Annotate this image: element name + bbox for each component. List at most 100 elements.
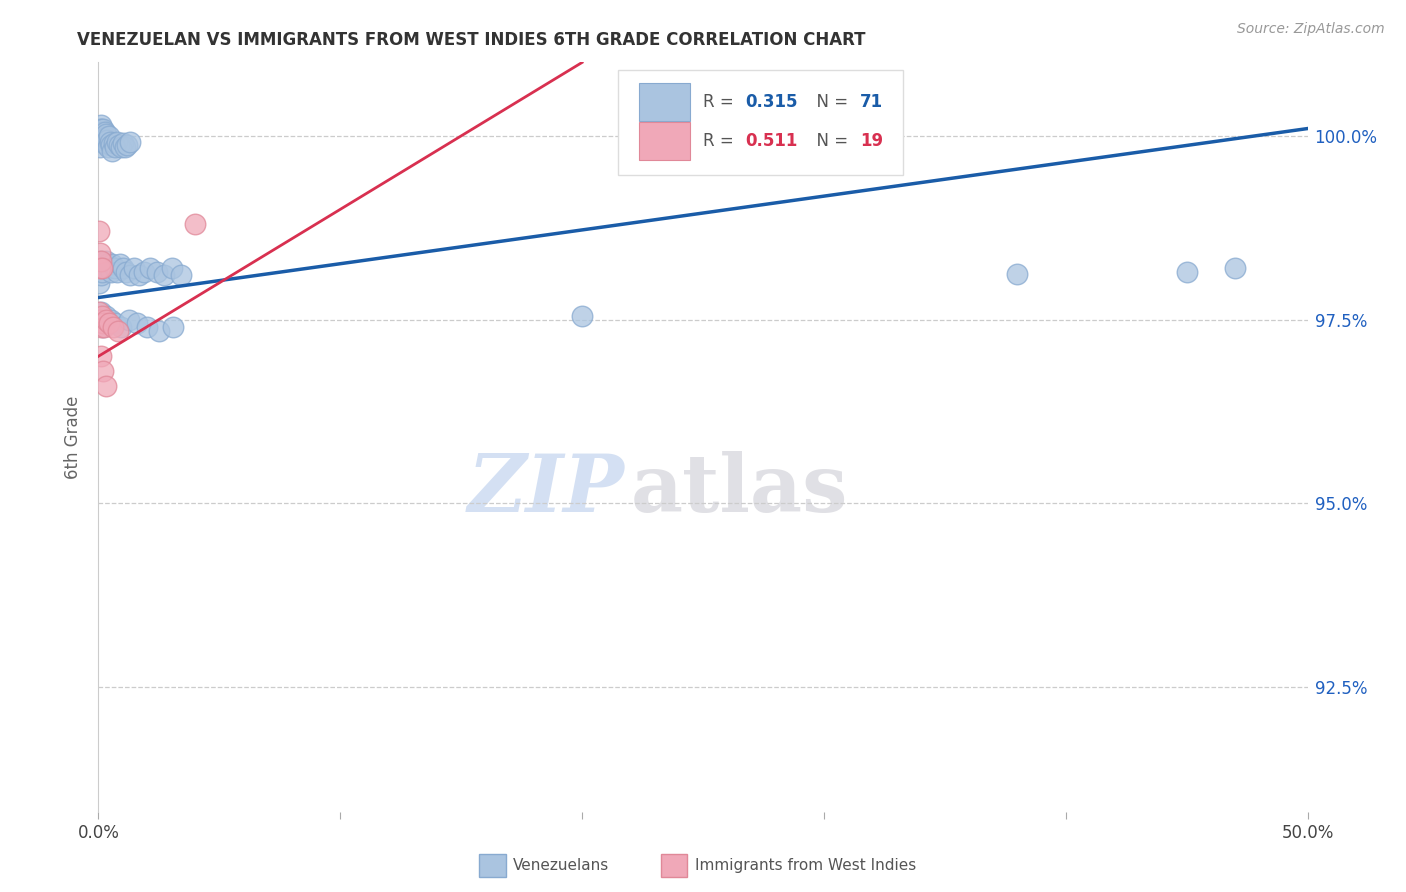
Point — [96, 132, 118, 146]
Text: Venezuelans: Venezuelans — [513, 858, 609, 873]
Text: 0.315: 0.315 — [745, 93, 797, 112]
Text: R =: R = — [703, 93, 740, 112]
Point — [104, 261, 127, 276]
Point — [118, 135, 141, 149]
Point — [91, 319, 114, 334]
Point — [93, 319, 115, 334]
Point — [100, 137, 122, 152]
Point — [111, 261, 134, 276]
Text: Source: ZipAtlas.com: Source: ZipAtlas.com — [1237, 22, 1385, 37]
Point — [101, 319, 124, 334]
Point — [101, 257, 124, 271]
Point — [93, 261, 115, 276]
Point — [96, 128, 118, 142]
Text: N =: N = — [806, 93, 853, 112]
Bar — [638, 84, 690, 121]
Point — [103, 136, 125, 151]
Point — [90, 305, 112, 319]
Point — [108, 137, 131, 152]
Point — [184, 217, 207, 231]
Point — [97, 261, 120, 276]
Point — [111, 136, 134, 151]
Point — [1223, 261, 1246, 276]
Point — [94, 125, 117, 139]
Point — [90, 268, 112, 283]
Point — [91, 364, 114, 378]
Point — [105, 265, 128, 279]
Point — [135, 319, 157, 334]
Point — [110, 319, 132, 334]
Point — [134, 265, 156, 279]
Text: 0.511: 0.511 — [745, 132, 797, 150]
Point — [122, 261, 145, 276]
Point — [93, 128, 115, 143]
Point — [104, 316, 127, 330]
Point — [94, 130, 117, 145]
Text: 19: 19 — [860, 132, 883, 150]
Text: R =: R = — [703, 132, 740, 150]
Point — [114, 140, 136, 154]
Point — [107, 324, 129, 338]
Point — [89, 312, 111, 326]
Point — [89, 125, 111, 139]
Text: VENEZUELAN VS IMMIGRANTS FROM WEST INDIES 6TH GRADE CORRELATION CHART: VENEZUELAN VS IMMIGRANTS FROM WEST INDIE… — [77, 31, 866, 49]
Bar — [661, 855, 688, 877]
Point — [90, 319, 112, 334]
Point — [118, 268, 141, 283]
Point — [90, 261, 112, 276]
Point — [104, 140, 127, 154]
Point — [91, 125, 114, 139]
Point — [93, 136, 115, 151]
Point — [90, 253, 112, 268]
Y-axis label: 6th Grade: 6th Grade — [65, 395, 83, 479]
Text: atlas: atlas — [630, 450, 848, 529]
Point — [90, 121, 112, 136]
Point — [98, 135, 121, 149]
Point — [100, 265, 122, 279]
Point — [91, 265, 114, 279]
Point — [169, 268, 191, 283]
Point — [97, 140, 120, 154]
Text: Immigrants from West Indies: Immigrants from West Indies — [695, 858, 915, 873]
FancyBboxPatch shape — [619, 70, 903, 175]
Point — [90, 253, 112, 268]
Point — [94, 253, 117, 268]
Point — [571, 309, 593, 323]
Point — [108, 257, 131, 271]
Point — [91, 121, 114, 136]
Point — [115, 265, 138, 279]
Point — [128, 268, 150, 283]
Point — [89, 246, 111, 260]
Point — [89, 121, 111, 136]
Point — [90, 118, 112, 132]
Point — [96, 312, 118, 326]
Point — [110, 140, 132, 154]
Point — [91, 132, 114, 146]
Point — [89, 305, 111, 319]
Point — [117, 137, 139, 152]
Point — [148, 324, 170, 338]
Point — [89, 224, 111, 238]
Point — [90, 128, 112, 143]
Point — [94, 309, 117, 323]
Point — [91, 316, 114, 330]
Point — [160, 261, 183, 276]
Point — [96, 257, 118, 271]
Point — [127, 316, 149, 330]
Point — [100, 312, 122, 326]
Text: 71: 71 — [860, 93, 883, 112]
Point — [98, 316, 121, 330]
Point — [1175, 265, 1198, 279]
Point — [89, 261, 111, 276]
Point — [118, 312, 141, 326]
Point — [153, 268, 176, 283]
Point — [94, 378, 117, 392]
Point — [89, 261, 111, 276]
Point — [89, 276, 111, 290]
Point — [91, 257, 114, 271]
Point — [101, 144, 124, 158]
Point — [89, 140, 111, 154]
Text: N =: N = — [806, 132, 853, 150]
Point — [90, 349, 112, 363]
Point — [89, 132, 111, 146]
